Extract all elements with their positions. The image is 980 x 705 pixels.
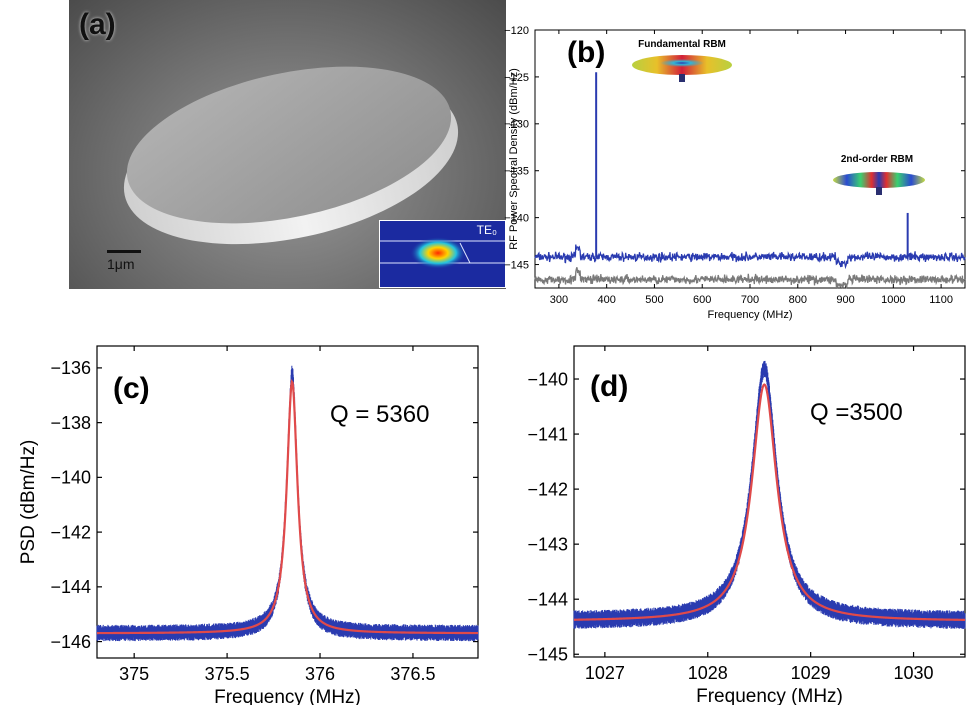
y-tick-label: −142 [527,479,568,499]
y-tick-label: −146 [50,632,91,652]
q-factor-d: Q =3500 [810,399,903,426]
annotation-second-order-rbm: 2nd-order RBM [841,154,913,165]
scale-bar-label: 1μm [107,256,135,272]
x-axis-label: Frequency (MHz) [214,687,361,705]
panel-c-label: (c) [113,372,150,405]
inset-mode-label: TE₀ [476,223,497,237]
x-tick-label: 1029 [791,663,831,683]
y-tick-label: −136 [50,358,91,378]
spectrum-trace-gray [534,267,966,290]
x-tick-label: 375 [119,664,149,684]
x-tick-label: 600 [693,294,711,306]
annotation-fundamental-rbm: Fundamental RBM [638,39,726,50]
x-tick-label: 376 [305,664,335,684]
x-tick-label: 376.5 [390,664,435,684]
x-tick-label: 1000 [881,294,905,306]
spectrum-trace-blue [534,244,966,270]
x-axis-label: Frequency (MHz) [696,686,843,705]
y-tick-label: −125 [504,72,529,84]
y-tick-label: −144 [50,577,91,597]
y-tick-label: −130 [504,119,529,131]
lorentzian-fit-curve [97,379,478,635]
plot-frame [573,345,966,658]
y-tick-label: −142 [50,522,91,542]
y-tick-label: −138 [50,413,91,433]
y-tick-label: −140 [527,369,568,389]
y-axis-label: RF Power Spectral Density (dBm/Hz) [508,68,520,250]
x-tick-label: 1030 [894,663,934,683]
panel-a-label: (a) [79,8,116,41]
x-tick-label: 375.5 [205,664,250,684]
x-tick-label: 1100 [929,294,953,306]
y-tick-label: −140 [504,212,529,224]
panel-b-rf-spectrum: 300 400 500 600 700 800 900 1000 1100 −120 −125 −13… [504,0,980,330]
plot-frame [96,345,479,659]
resonance-chart-c: 375 375.5 376 376.5 −136 −138 −140 −142 −144 −146… [18,345,479,705]
x-tick-label: 300 [550,294,568,306]
panel-b-label: (b) [567,36,605,69]
x-axis-label: Frequency (MHz) [708,309,793,321]
lorentzian-fit-curve [573,383,965,621]
y-tick-label: −141 [527,424,568,444]
panel-d-resonance: 1027 1028 1029 1030 −140 −141 −142 −143 −144 −145… [490,330,980,705]
second-order-rbm-disk [833,172,925,195]
x-tick-label: 400 [597,294,615,306]
rf-spectrum-chart: 300 400 500 600 700 800 900 1000 1100 −120 −125 −13… [504,25,966,321]
x-tick-label: 900 [836,294,854,306]
x-tick-label: 500 [645,294,663,306]
panel-c-resonance: 375 375.5 376 376.5 −136 −138 −140 −142 −144 −146… [0,330,490,705]
y-tick-label: −140 [50,468,91,488]
resonance-chart-d: 1027 1028 1029 1030 −140 −141 −142 −143 −144 −145… [527,345,966,705]
y-tick-label: −144 [527,590,568,610]
x-tick-label: 800 [789,294,807,306]
y-tick-label: −135 [504,166,529,178]
panel-d-label: (d) [590,370,628,403]
x-tick-label: 1028 [688,663,728,683]
panel-a-sem-image: (a) 1μm TE₀ [69,0,506,289]
x-tick-label: 1027 [585,663,625,683]
y-axis-label: PSD (dBm/Hz) [18,440,39,565]
y-tick-label: −120 [504,25,529,37]
y-tick-label: −145 [527,645,568,665]
mode-profile-graphic [380,237,505,269]
q-factor-c: Q = 5360 [330,401,429,428]
y-tick-label: −143 [527,534,568,554]
fundamental-rbm-disk [632,55,732,82]
mode-profile-inset: TE₀ [379,220,506,288]
microdisk-illustration [107,66,459,253]
x-tick-label: 700 [741,294,759,306]
y-tick-label: −145 [504,259,529,271]
